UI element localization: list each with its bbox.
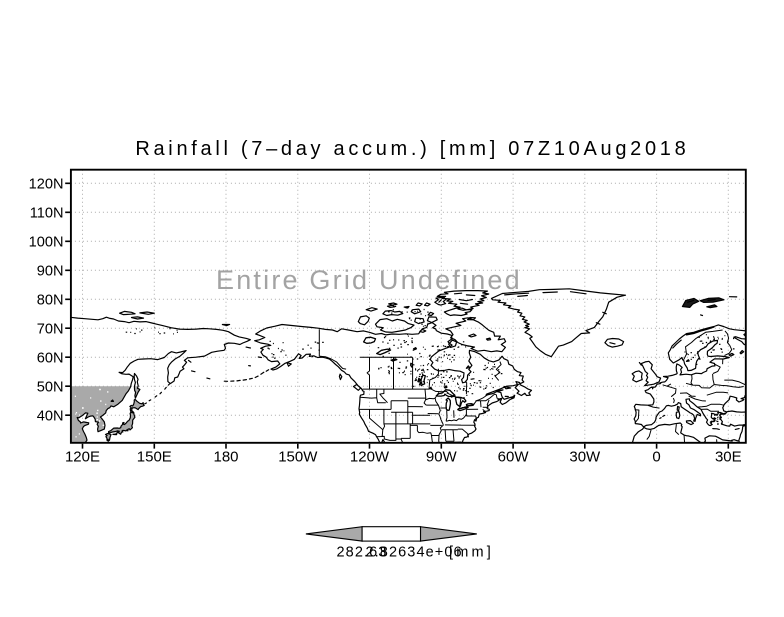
svg-text:Entire Grid Undefined: Entire Grid Undefined [216,265,522,295]
svg-text:150E: 150E [137,449,172,466]
svg-text:180: 180 [213,449,238,466]
svg-text:120E: 120E [65,449,100,466]
svg-text:100N: 100N [29,235,64,251]
svg-text:110N: 110N [30,206,64,222]
svg-text:120N: 120N [29,177,64,193]
svg-text:30E: 30E [715,449,742,466]
svg-text:282.63: 282.63 [337,545,388,561]
svg-text:50N: 50N [37,379,64,395]
svg-text:2.82634e+06: 2.82634e+06 [366,545,463,561]
svg-text:90W: 90W [426,449,458,466]
svg-text:90N: 90N [37,264,64,280]
svg-text:40N: 40N [37,408,64,424]
svg-text:[mm]: [mm] [449,545,494,561]
svg-text:150W: 150W [278,449,318,466]
svg-text:30W: 30W [569,449,601,466]
svg-text:60W: 60W [498,449,530,466]
svg-text:0: 0 [652,449,660,466]
svg-text:120W: 120W [350,449,390,466]
svg-text:Rainfall (7–day accum.) [mm] 0: Rainfall (7–day accum.) [mm] 07Z10Aug201… [135,138,689,160]
svg-text:60N: 60N [37,350,64,366]
svg-text:70N: 70N [37,321,64,337]
svg-text:80N: 80N [37,293,64,309]
